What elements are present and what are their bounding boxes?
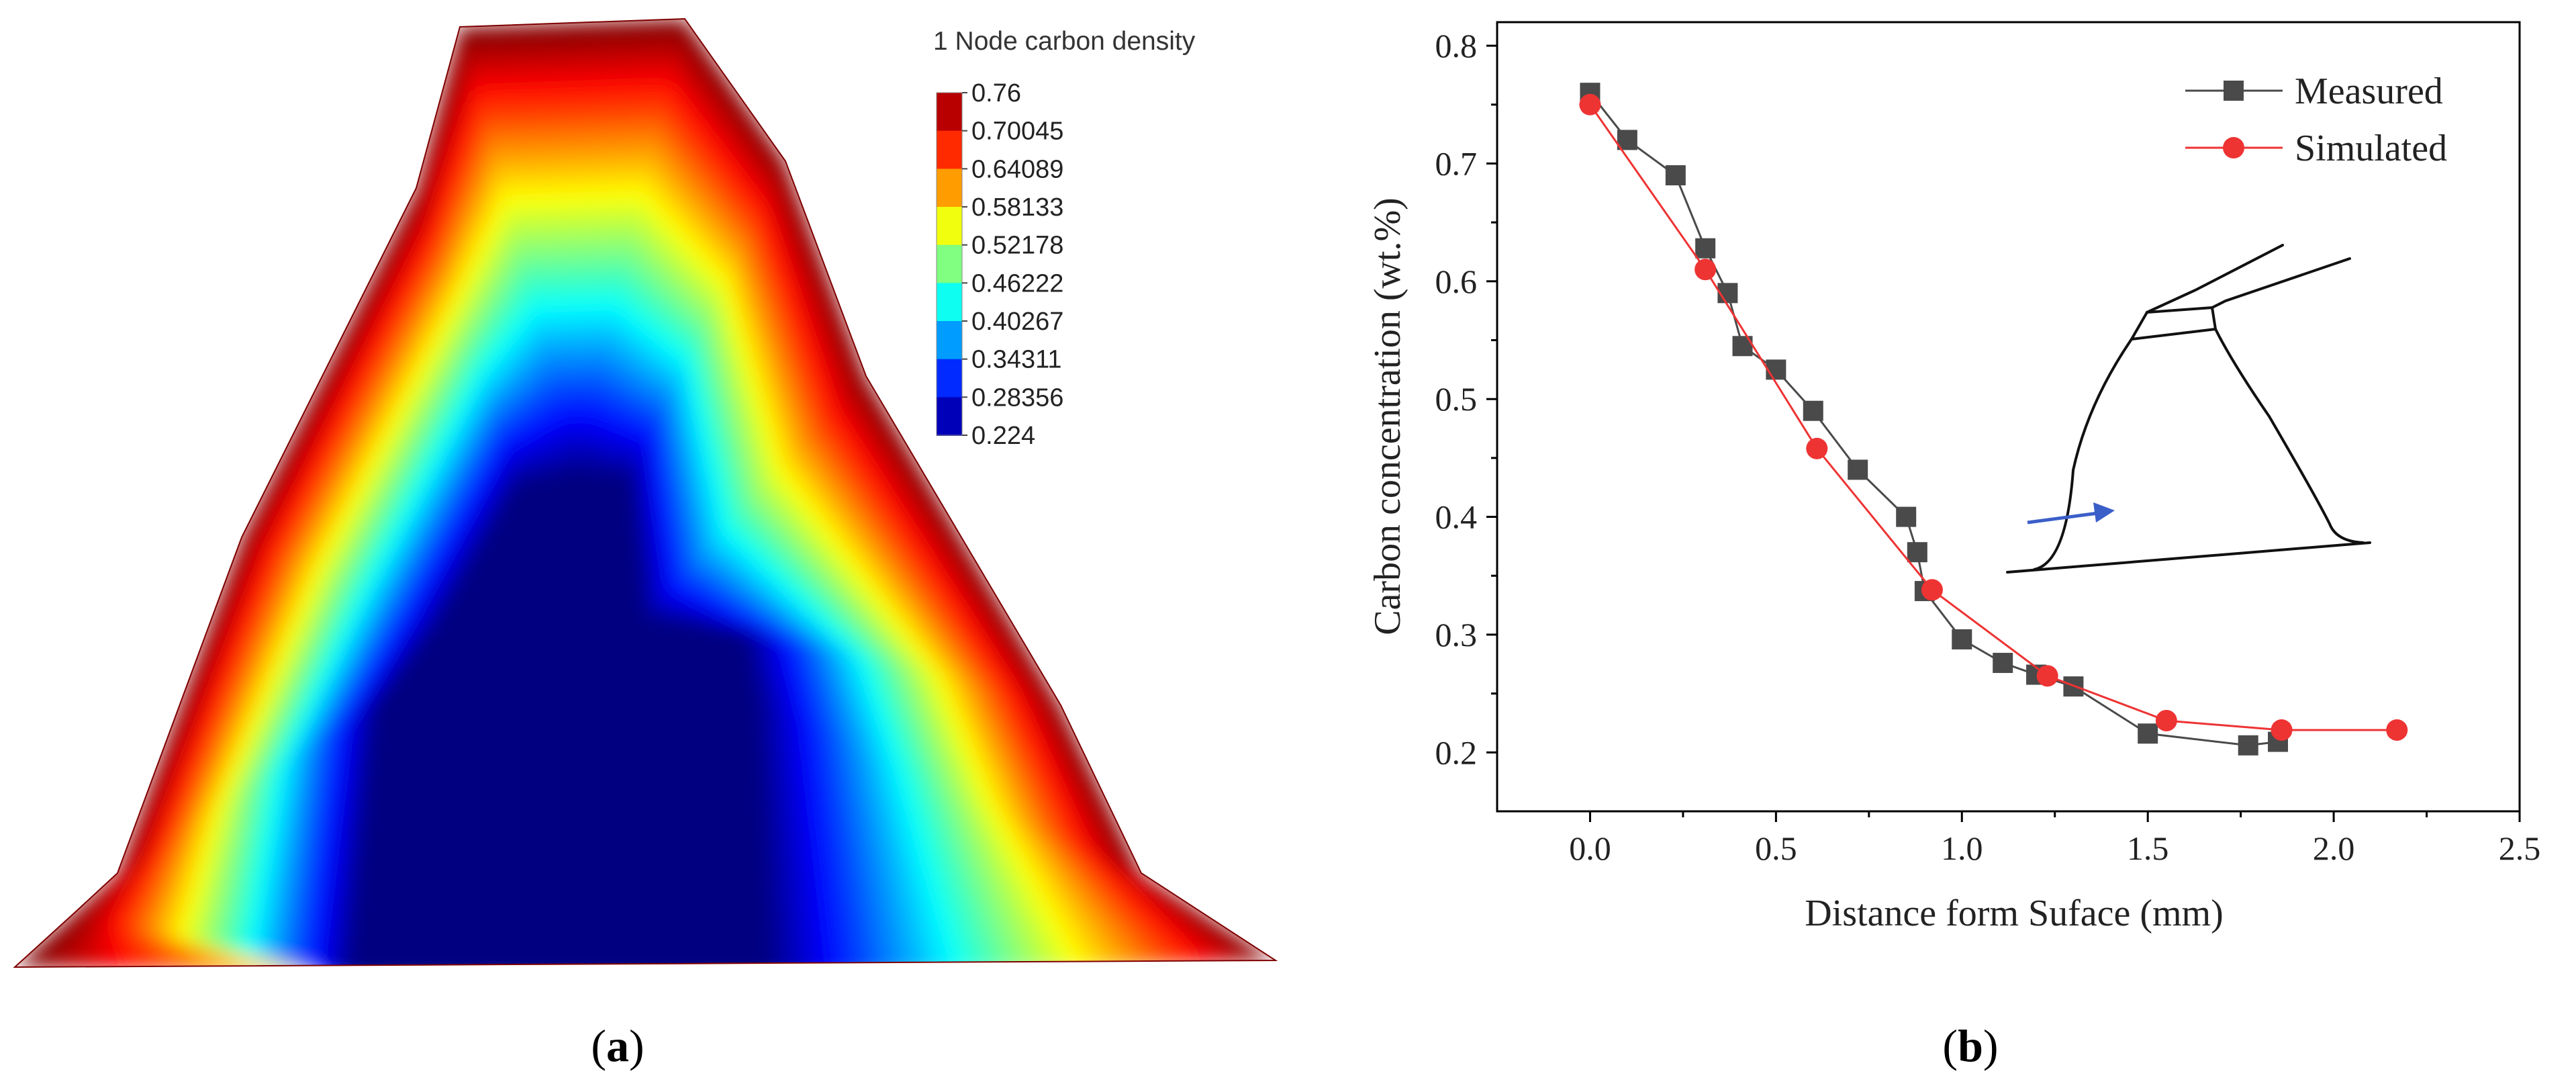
colorbar-labels: 0.76 0.70045 0.64089 0.58133 0.52178 0.46222 0… xyxy=(971,79,1063,450)
panel-a: 1 Node carbon density 0.76 0.70045 0.64089… xyxy=(13,17,1278,1071)
y-axis-label: Carbon concentration (wt.%) xyxy=(1367,197,1409,635)
panel-b-caption: (b) xyxy=(1942,1020,1998,1071)
y-tick-label: 0.6 xyxy=(1435,263,1478,300)
simulated-point xyxy=(2155,709,2177,731)
inset-tooth-sketch xyxy=(2006,244,2371,574)
tooth-profile-line xyxy=(2033,327,2365,571)
contour-outline xyxy=(13,17,1278,968)
legend-marker xyxy=(2223,137,2244,159)
simulated-point xyxy=(2386,719,2408,741)
arrow-shaft xyxy=(2027,511,2099,525)
colorbar-label: 0.28356 xyxy=(971,383,1063,412)
measured-point xyxy=(1952,629,1972,649)
y-tick-label: 0.3 xyxy=(1435,616,1478,653)
colorbar-label: 0.34311 xyxy=(971,346,1062,374)
measured-point xyxy=(1896,506,1917,527)
caption-open-paren: ( xyxy=(1942,1020,1958,1071)
colorbar-segment xyxy=(937,130,962,170)
panel-b: 0.0 0.5 1.0 1.5 2.0 2.50.20.30.40.50.60.70.8 … xyxy=(1367,21,2541,1071)
x-tick-label: 2.0 xyxy=(2313,829,2355,867)
measured-point xyxy=(2138,723,2158,744)
plot-frame xyxy=(1496,21,2521,813)
legend-marker xyxy=(2224,81,2244,101)
contour-band xyxy=(349,470,772,967)
colorbar-segment xyxy=(937,244,962,284)
tooth-top-line xyxy=(2211,257,2351,309)
simulated-point xyxy=(2271,719,2293,741)
contour-plot xyxy=(15,19,1276,967)
x-tick-label: 0.0 xyxy=(1569,829,1611,867)
caption-close-paren: ) xyxy=(1983,1020,1999,1071)
simulated-point xyxy=(1695,259,1717,281)
measured-point xyxy=(1665,165,1686,185)
colorbar-segment xyxy=(937,207,962,246)
measured-point xyxy=(1993,653,2013,674)
tooth-top-line xyxy=(2130,306,2217,341)
colorbar-border xyxy=(936,92,963,436)
x-axis-label: Distance form Suface (mm) xyxy=(1805,893,2224,934)
inset-arrow xyxy=(2027,502,2115,525)
simulated-point xyxy=(1921,579,1943,601)
simulated-line xyxy=(1589,103,2397,731)
caption-open-paren: ( xyxy=(591,1020,606,1071)
measured-point xyxy=(1803,400,1823,421)
caption-letter: b xyxy=(1958,1020,1983,1071)
x-tick-label: 0.5 xyxy=(1755,829,1797,867)
y-tick-label: 0.2 xyxy=(1435,733,1478,771)
tooth-top-line xyxy=(2146,244,2284,314)
colorbar xyxy=(936,92,967,436)
colorbar-segment xyxy=(937,397,962,436)
measured-line xyxy=(1589,92,2279,747)
measured-point xyxy=(1766,359,1786,380)
y-tick-label: 0.5 xyxy=(1435,380,1478,418)
colorbar-label: 0.40267 xyxy=(971,308,1063,336)
colorbar-label: 0.52178 xyxy=(971,232,1063,260)
tooth-base-line xyxy=(2006,541,2371,574)
caption-letter: a xyxy=(606,1020,629,1071)
colorbar-label: 0.224 xyxy=(971,422,1035,450)
colorbar-segment xyxy=(937,283,962,322)
measured-point xyxy=(1907,542,1927,563)
colorbar-segment xyxy=(937,93,962,132)
axes: 0.0 0.5 1.0 1.5 2.0 2.5 0.2 0.3 0.4 0.5 0.6 0.7 0.8 xyxy=(1435,27,2541,867)
series xyxy=(1579,83,2408,756)
arrow-head xyxy=(2093,502,2115,523)
colorbar-label: 0.46222 xyxy=(971,269,1063,298)
y-tick-label: 0.8 xyxy=(1435,27,1478,64)
x-tick-label: 1.0 xyxy=(1941,829,1983,867)
simulated-point xyxy=(1579,93,1601,116)
colorbar-label: 0.76 xyxy=(971,79,1021,107)
colorbar-segment xyxy=(937,321,962,360)
legend-title: 1 Node carbon density xyxy=(933,27,1196,56)
legend-label: Measured xyxy=(2295,71,2443,112)
colorbar-label: 0.64089 xyxy=(971,155,1063,183)
caption-close-paren: ) xyxy=(629,1020,645,1071)
simulated-point xyxy=(1806,437,1828,459)
panel-a-caption: (a) xyxy=(591,1020,644,1071)
colorbar-segment xyxy=(937,169,962,208)
legend-label: Simulated xyxy=(2295,128,2447,169)
x-tick-label: 2.5 xyxy=(2499,829,2541,867)
measured-point xyxy=(2238,735,2258,756)
measured-point xyxy=(1848,459,1868,480)
colorbar-segment xyxy=(937,359,962,398)
y-tick-label: 0.4 xyxy=(1435,498,1478,536)
contour-bands xyxy=(15,19,1276,967)
legend: Measured Simulated xyxy=(2185,71,2447,169)
measured-point xyxy=(1695,238,1716,259)
x-tick-label: 1.5 xyxy=(2127,829,2169,867)
colorbar-label: 0.70045 xyxy=(971,118,1063,146)
y-tick-label: 0.7 xyxy=(1435,144,1478,182)
colorbar-label: 0.58133 xyxy=(971,193,1063,222)
simulated-point xyxy=(2036,665,2058,687)
